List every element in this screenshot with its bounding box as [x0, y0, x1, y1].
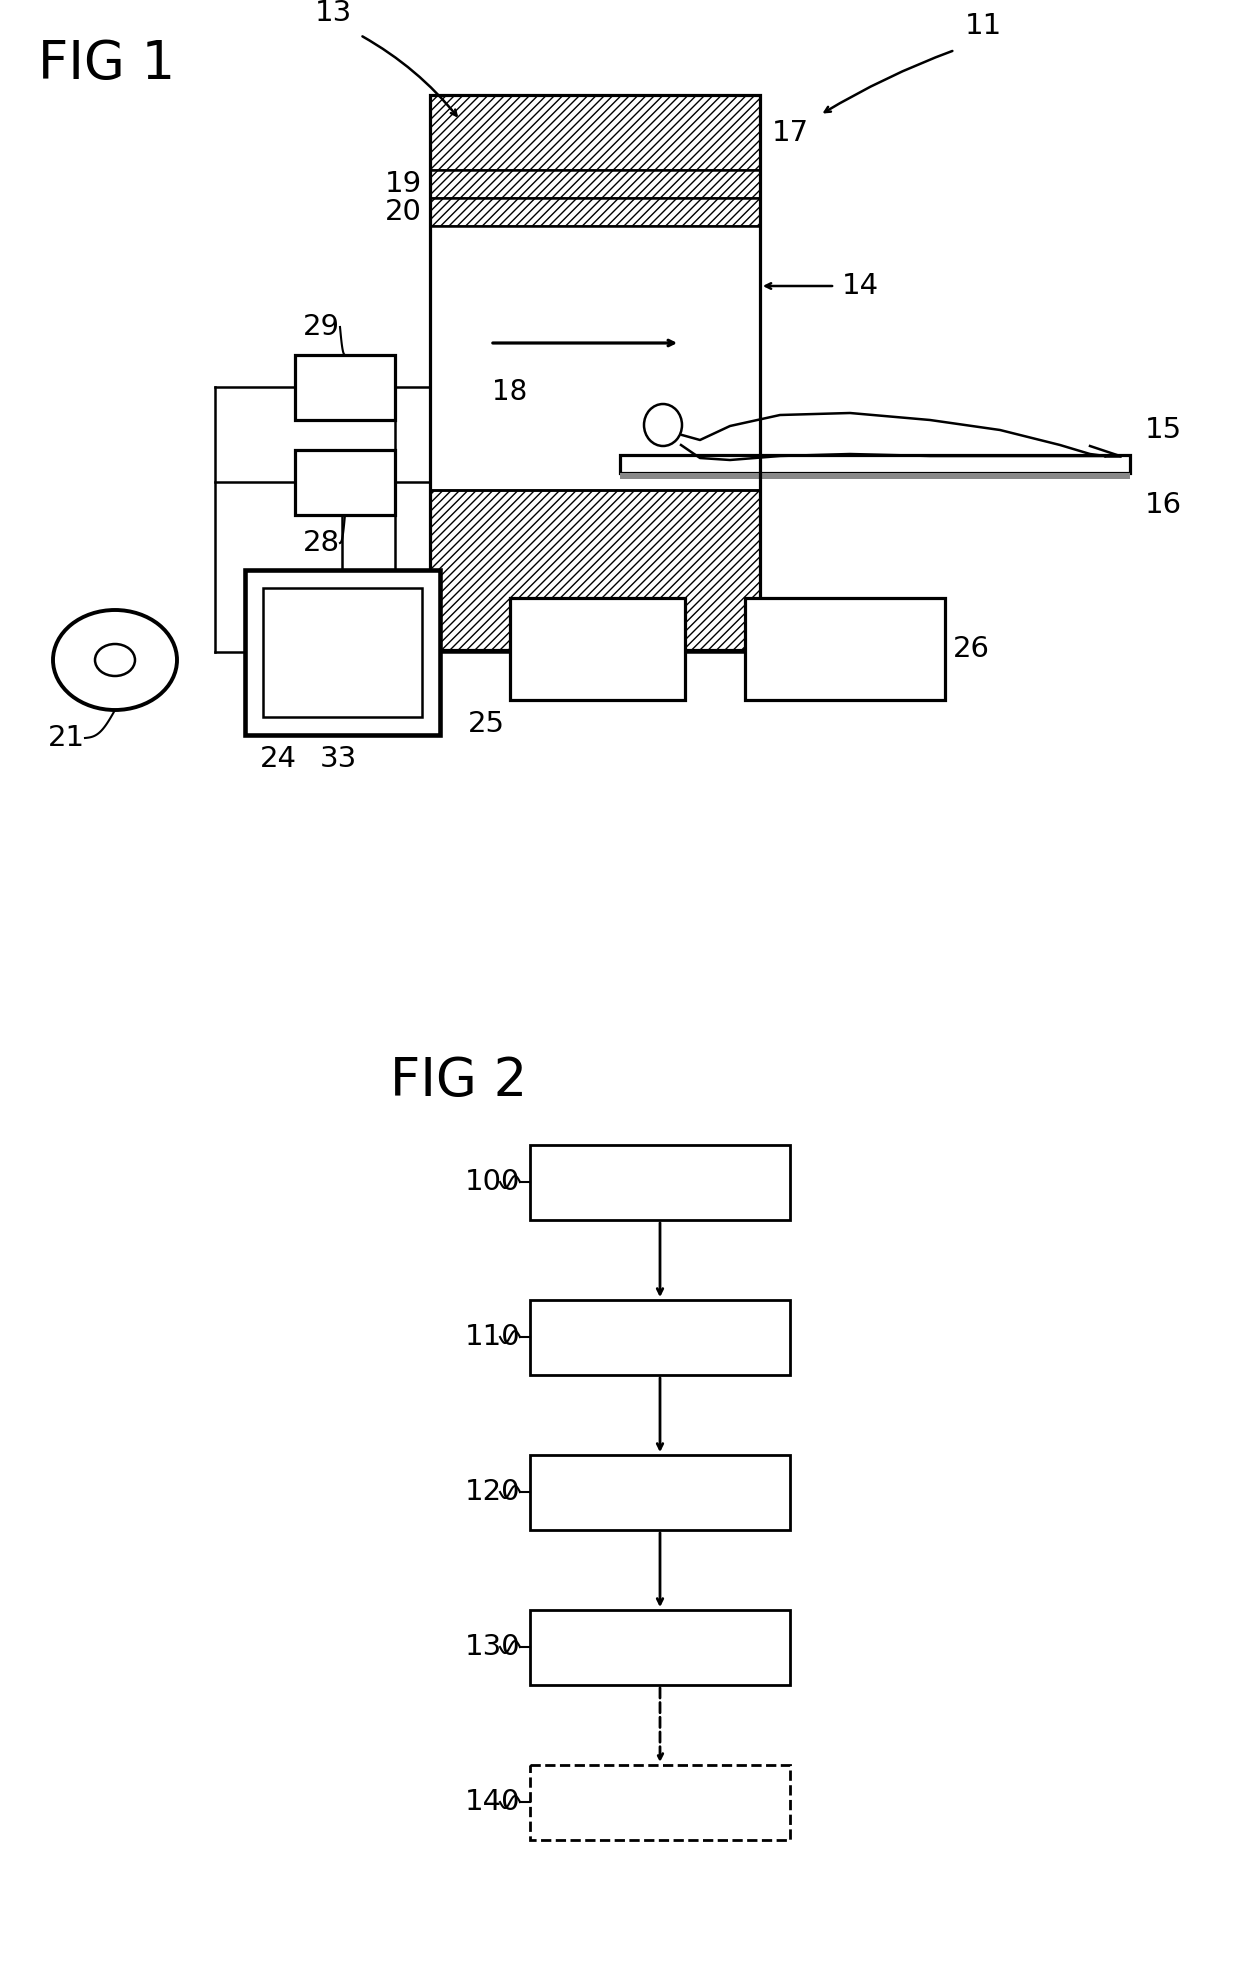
Text: 21: 21 [48, 725, 86, 753]
Text: 16: 16 [1145, 491, 1182, 518]
Bar [430, 95, 760, 649]
Text: 130: 130 [464, 1632, 520, 1660]
Text: 24: 24 [260, 745, 298, 773]
Bar [295, 451, 396, 514]
Text: 26: 26 [954, 636, 990, 663]
Bar [745, 598, 945, 699]
Text: 14: 14 [842, 272, 879, 300]
Bar [529, 1146, 790, 1219]
Text: 33: 33 [320, 745, 357, 773]
Bar [620, 455, 1130, 473]
Text: 18: 18 [492, 377, 528, 405]
Text: 28: 28 [303, 528, 340, 556]
Bar [430, 171, 760, 199]
Bar [620, 473, 1130, 479]
Bar [430, 199, 760, 226]
Text: 25: 25 [467, 711, 505, 739]
Bar [263, 588, 422, 717]
Text: FIG 2: FIG 2 [391, 1055, 527, 1106]
Bar [430, 95, 760, 171]
Text: 29: 29 [303, 314, 340, 342]
Text: 11: 11 [965, 12, 1002, 40]
Bar [510, 598, 684, 699]
Text: 15: 15 [1145, 415, 1182, 445]
Text: 110: 110 [464, 1323, 520, 1350]
Text: 140: 140 [465, 1787, 520, 1815]
Bar [430, 226, 760, 491]
Bar [529, 1301, 790, 1374]
Bar [529, 1456, 790, 1529]
Text: 100: 100 [465, 1168, 520, 1196]
Text: 120: 120 [465, 1478, 520, 1505]
Bar [430, 491, 760, 649]
Text: 13: 13 [315, 0, 352, 28]
Bar [529, 1766, 790, 1839]
Bar [529, 1611, 790, 1684]
Bar [246, 570, 440, 735]
Text: 19: 19 [384, 171, 422, 199]
Text: 17: 17 [773, 119, 810, 147]
Text: 20: 20 [386, 199, 422, 226]
Text: FIG 1: FIG 1 [38, 38, 175, 89]
Bar [295, 355, 396, 419]
